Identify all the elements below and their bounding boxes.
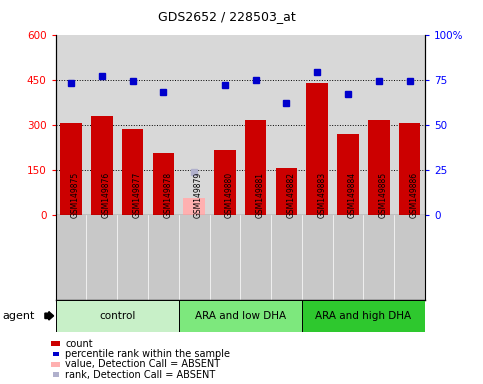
- Bar: [337, 134, 359, 215]
- Bar: [302, 300, 425, 332]
- Text: GDS2652 / 228503_at: GDS2652 / 228503_at: [158, 10, 296, 23]
- Text: GSM149885: GSM149885: [379, 171, 388, 218]
- Bar: [60, 123, 82, 215]
- Text: ARA and low DHA: ARA and low DHA: [195, 311, 286, 321]
- Bar: [214, 151, 236, 215]
- Bar: [307, 83, 328, 215]
- Bar: [56, 300, 179, 332]
- Text: agent: agent: [2, 311, 35, 321]
- Bar: [184, 199, 205, 215]
- Bar: [91, 116, 113, 215]
- Text: percentile rank within the sample: percentile rank within the sample: [65, 349, 230, 359]
- Bar: [368, 120, 390, 215]
- Text: rank, Detection Call = ABSENT: rank, Detection Call = ABSENT: [65, 370, 215, 380]
- Text: GSM149876: GSM149876: [102, 171, 111, 218]
- Text: control: control: [99, 311, 135, 321]
- Text: GSM149879: GSM149879: [194, 171, 203, 218]
- Text: GSM149883: GSM149883: [317, 171, 327, 218]
- Text: GSM149880: GSM149880: [225, 171, 234, 218]
- Bar: [122, 129, 143, 215]
- Bar: [276, 169, 297, 215]
- Text: GSM149886: GSM149886: [410, 171, 419, 218]
- Text: GSM149878: GSM149878: [163, 171, 172, 218]
- Bar: [153, 153, 174, 215]
- Text: GSM149881: GSM149881: [256, 172, 265, 218]
- Bar: [245, 120, 267, 215]
- Text: count: count: [65, 339, 93, 349]
- Text: value, Detection Call = ABSENT: value, Detection Call = ABSENT: [65, 359, 220, 369]
- Bar: [399, 123, 420, 215]
- Text: ARA and high DHA: ARA and high DHA: [315, 311, 412, 321]
- Text: GSM149882: GSM149882: [286, 172, 296, 218]
- Bar: [179, 300, 302, 332]
- Text: GSM149877: GSM149877: [132, 171, 142, 218]
- Text: GSM149875: GSM149875: [71, 171, 80, 218]
- Text: GSM149884: GSM149884: [348, 171, 357, 218]
